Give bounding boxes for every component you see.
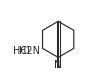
Text: HCl: HCl [13, 46, 30, 56]
Text: N: N [54, 60, 62, 70]
Text: H2N: H2N [19, 46, 40, 56]
